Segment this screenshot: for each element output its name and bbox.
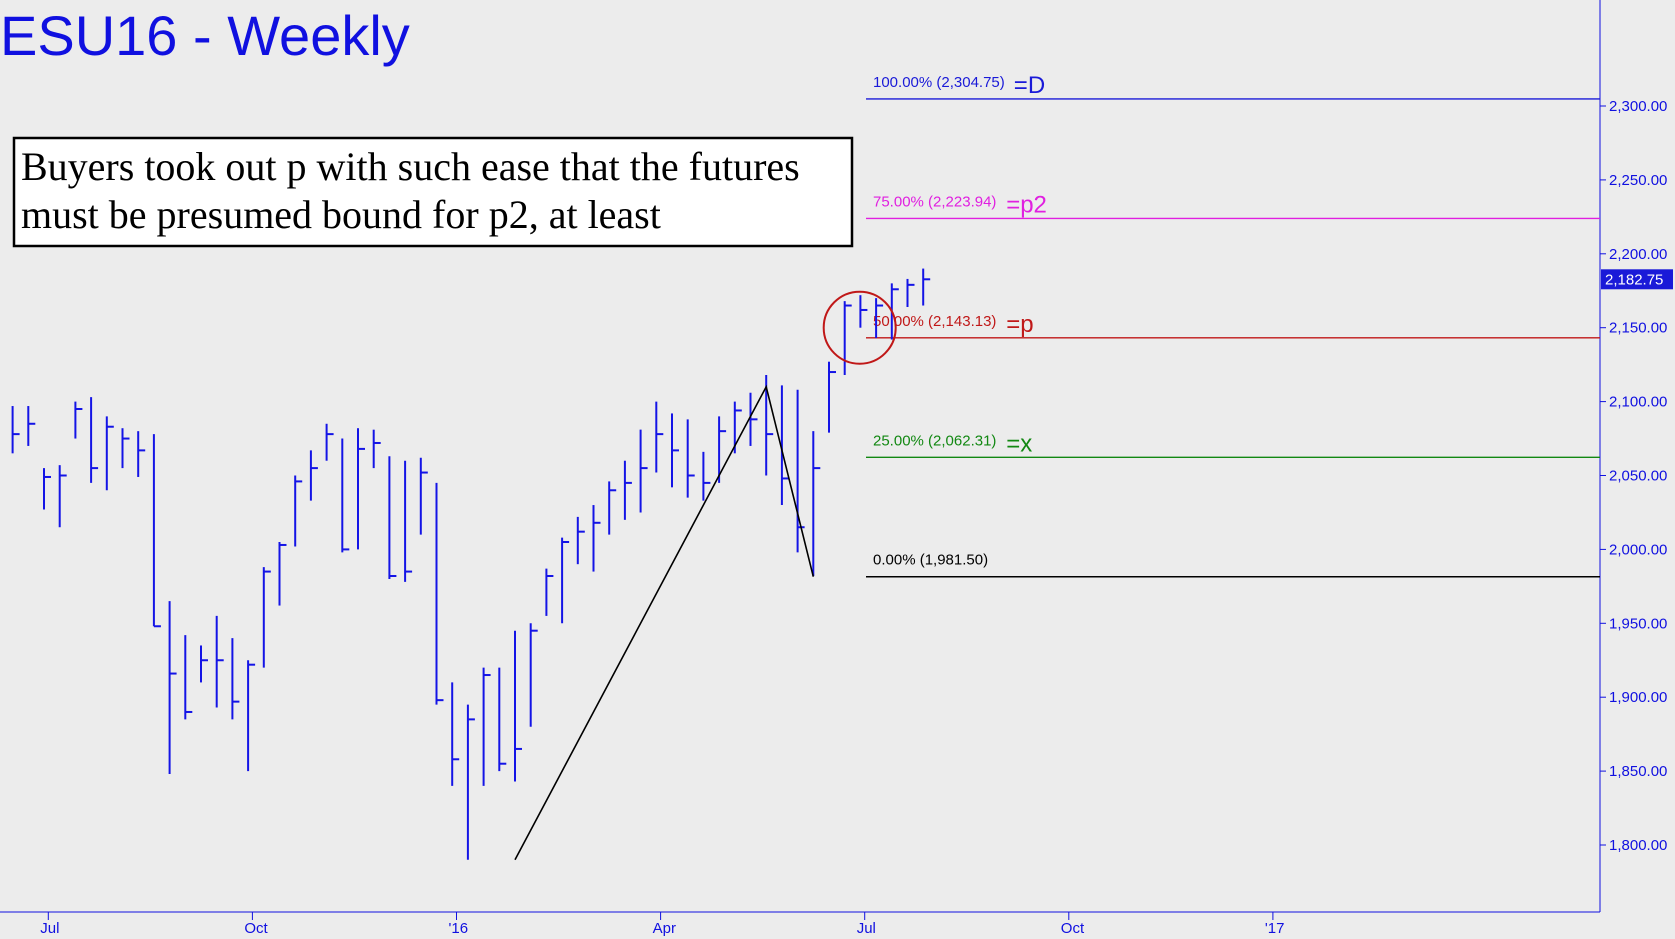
fib-level-label: 100.00% (2,304.75) xyxy=(873,74,1005,91)
breakout-circle xyxy=(822,290,897,365)
y-tick-label: 1,900.00 xyxy=(1609,689,1667,706)
x-tick-label: '17 xyxy=(1265,920,1285,937)
y-tick-label: 2,200.00 xyxy=(1609,246,1667,263)
fib-level-tag: =D xyxy=(1014,72,1045,99)
fib-level-label: 75.00% (2,223.94) xyxy=(873,193,996,210)
last-price-tag: 2,182.75 xyxy=(1601,269,1673,290)
fibonacci-levels: 100.00% (2,304.75) =D75.00% (2,223.94) =p2… xyxy=(866,72,1600,578)
price-bars xyxy=(11,268,931,860)
y-tick-label: 2,150.00 xyxy=(1609,320,1667,337)
last-price-box xyxy=(1601,269,1673,290)
annotation-frame xyxy=(12,136,854,248)
fib-level-label: 25.00% (2,062.31) xyxy=(873,432,996,449)
y-tick-label: 1,950.00 xyxy=(1609,615,1667,632)
x-tick-label: Oct xyxy=(244,920,268,937)
x-axis-ticks: Jul Oct '16 Apr Jul Oct '17 xyxy=(40,912,1284,937)
annotation-line-1: Buyers took out p with such ease that th… xyxy=(21,144,800,189)
fib-level-label: 50.00% (2,143.13) xyxy=(873,313,996,330)
annotation-box: Buyers took out p with such ease that th… xyxy=(12,136,854,248)
zigzag-pattern xyxy=(514,384,815,861)
x-tick-label: Apr xyxy=(653,920,676,937)
x-tick-label: Oct xyxy=(1061,920,1085,937)
x-tick-label: Jul xyxy=(857,920,876,937)
y-tick-label: 2,000.00 xyxy=(1609,541,1667,558)
x-tick-label: Jul xyxy=(40,920,59,937)
y-tick-label: 2,050.00 xyxy=(1609,468,1667,485)
y-tick-label: 1,850.00 xyxy=(1609,763,1667,780)
y-tick-label: 2,100.00 xyxy=(1609,394,1667,411)
x-tick-label: '16 xyxy=(449,920,469,937)
fib-level-label: 0.00% (1,981.50) xyxy=(873,552,988,569)
breakout-circle-marker xyxy=(822,290,897,365)
fib-level-tag: =x xyxy=(1006,430,1032,457)
y-tick-label: 1,800.00 xyxy=(1609,837,1667,854)
annotation-line-2: must be presumed bound for p2, at least xyxy=(21,192,661,237)
zigzag-line xyxy=(514,384,815,861)
fib-level-tag: =p xyxy=(1006,311,1033,338)
y-axis-ticks: 1,800.00 1,850.00 1,900.00 1,950.00 2,000.00… xyxy=(1600,98,1667,854)
chart-title: ESU16 - Weekly xyxy=(0,4,410,67)
fib-level-tag: =p2 xyxy=(1006,191,1047,218)
last-price-label: 2,182.75 xyxy=(1605,271,1663,288)
y-tick-label: 2,300.00 xyxy=(1609,98,1667,115)
y-tick-label: 2,250.00 xyxy=(1609,172,1667,189)
